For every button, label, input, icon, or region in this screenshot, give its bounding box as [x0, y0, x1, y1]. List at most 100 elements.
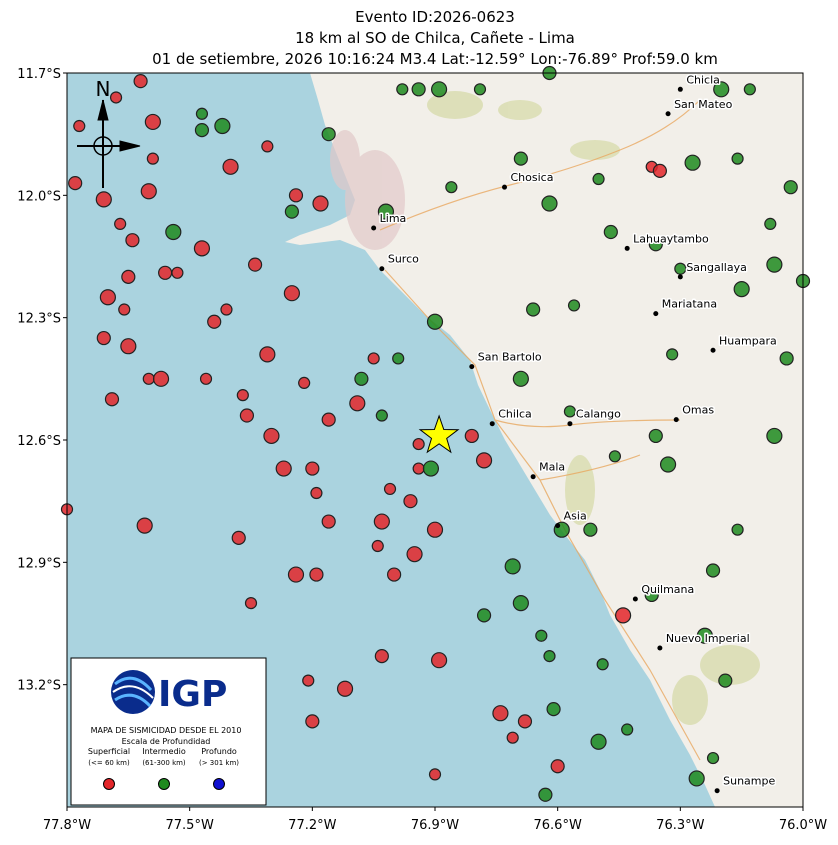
earthquake	[464, 428, 479, 444]
earthquake	[118, 303, 131, 316]
place-label: Huampara	[719, 334, 777, 347]
north-arrow	[77, 99, 141, 188]
earthquake	[387, 567, 402, 582]
earthquake	[288, 188, 304, 203]
place-dot	[632, 596, 638, 602]
place-dot	[567, 421, 573, 427]
earthquake	[109, 91, 123, 104]
earthquake	[104, 392, 120, 407]
earthquake	[95, 191, 112, 208]
earthquake	[371, 539, 384, 553]
earthquake	[688, 770, 705, 787]
earthquake	[590, 733, 607, 750]
y-tick-label: 12.6°S	[17, 434, 61, 449]
place-label: Mala	[539, 461, 565, 474]
earthquake	[596, 658, 609, 671]
place-label: San Mateo	[674, 98, 733, 111]
earthquake	[766, 256, 783, 273]
earthquake	[412, 462, 425, 475]
earthquake	[367, 352, 380, 365]
earthquake	[506, 731, 519, 744]
earthquake	[261, 140, 274, 153]
earthquake	[563, 405, 577, 418]
earthquake	[244, 597, 258, 610]
place-dot	[653, 311, 659, 317]
place-dot	[677, 274, 683, 280]
earthquake	[354, 371, 369, 386]
earthquake	[207, 314, 222, 329]
earthquake	[476, 608, 492, 623]
earthquake	[220, 303, 233, 316]
frame	[66, 72, 804, 808]
earthquake	[236, 389, 249, 402]
earthquake	[284, 204, 299, 219]
earthquake	[302, 674, 315, 687]
place-label: Nuevo Imperial	[666, 632, 750, 645]
earthquake	[165, 223, 182, 241]
place-label: Lahuaytambo	[633, 232, 709, 245]
earthquake	[696, 627, 713, 644]
earthquake	[375, 409, 388, 422]
legend-marker	[213, 778, 225, 790]
earthquake	[305, 714, 320, 729]
points	[60, 65, 811, 802]
earthquake	[403, 494, 418, 509]
logo-mark	[111, 670, 155, 714]
earthquake	[263, 427, 280, 445]
earthquake	[731, 523, 744, 536]
earthquake	[543, 650, 556, 663]
earthquake	[592, 172, 605, 186]
earthquake	[644, 587, 659, 603]
legend-label: Profundo	[201, 747, 237, 756]
title: Evento ID:2026-0623 18 km al SO de Chilca…	[152, 8, 718, 68]
legend-label: Superficial	[88, 747, 130, 756]
earthquake	[114, 217, 127, 230]
earthquake	[674, 262, 687, 275]
earthquake	[374, 649, 389, 664]
place-dot	[624, 245, 630, 251]
earthquake	[247, 257, 263, 272]
earthquake	[96, 330, 111, 346]
earthquake	[194, 122, 210, 138]
place-dot	[714, 788, 720, 794]
earthquake	[406, 546, 423, 563]
title-line: Evento ID:2026-0623	[355, 8, 515, 26]
place-label: Omas	[682, 404, 714, 417]
earthquake	[312, 195, 329, 212]
earthquake	[492, 705, 509, 722]
earthquake	[517, 714, 533, 729]
event-star	[418, 414, 460, 454]
earthquake	[283, 285, 300, 302]
urban-area	[330, 130, 405, 250]
earthquake	[298, 376, 311, 390]
earthquake	[504, 558, 521, 575]
earthquake	[321, 127, 336, 142]
earthquake	[199, 372, 213, 385]
earthquake	[513, 151, 528, 166]
place-label: Calango	[576, 408, 621, 421]
earthquake	[146, 152, 159, 165]
earthquake	[713, 81, 730, 98]
earthquake	[125, 233, 140, 248]
title-line: 18 km al SO de Chilca, Cañete - Lima	[295, 29, 575, 47]
earthquake	[231, 530, 246, 545]
x-tick-label: 77.8°W	[43, 818, 91, 833]
earthquake	[743, 83, 756, 96]
earthquake	[535, 629, 548, 642]
earthquake	[426, 313, 444, 330]
axes: 11.7°S 12.0°S 12.3°S 12.6°S 12.9°S 13.2°S 77.8…	[17, 67, 827, 833]
title-line: 01 de setiembre, 2026 10:16:24 M3.4 Lat:…	[152, 50, 718, 68]
place-dot	[502, 184, 508, 190]
earthquake	[136, 517, 153, 534]
x-tick-label: 76.9°W	[411, 818, 459, 833]
earthquake	[68, 176, 83, 191]
earthquake	[430, 652, 448, 669]
earthquake	[473, 83, 487, 96]
earthquake	[764, 217, 777, 230]
place-label: Asia	[564, 510, 587, 523]
places: Chicla San Mateo Chosica Lima Surco Lahuaytam…	[371, 72, 778, 794]
earthquake	[377, 203, 395, 220]
place-label: Surco	[388, 253, 419, 266]
legend-range: (> 301 km)	[199, 759, 239, 767]
